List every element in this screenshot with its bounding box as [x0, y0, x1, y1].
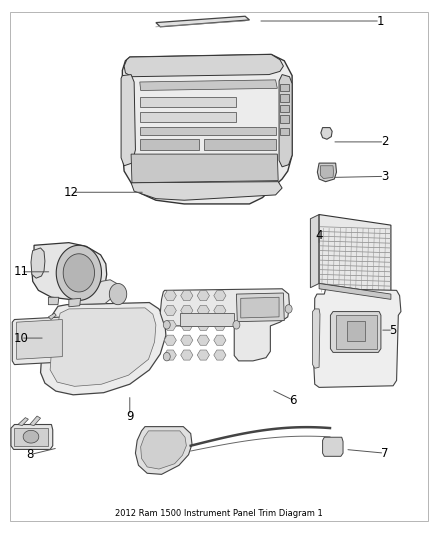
- Polygon shape: [48, 297, 59, 305]
- Polygon shape: [319, 215, 391, 294]
- Polygon shape: [319, 284, 391, 300]
- Circle shape: [163, 320, 170, 329]
- Polygon shape: [214, 305, 226, 316]
- Polygon shape: [336, 316, 377, 349]
- Text: 2: 2: [381, 135, 388, 148]
- Polygon shape: [124, 54, 283, 77]
- Polygon shape: [30, 416, 41, 425]
- Polygon shape: [63, 254, 95, 292]
- Polygon shape: [164, 305, 177, 316]
- Polygon shape: [204, 139, 276, 150]
- Circle shape: [163, 352, 170, 361]
- Polygon shape: [32, 243, 107, 300]
- Polygon shape: [110, 284, 127, 305]
- Polygon shape: [11, 424, 53, 449]
- Polygon shape: [280, 127, 289, 135]
- Text: 7: 7: [381, 447, 388, 459]
- Polygon shape: [135, 426, 192, 474]
- Circle shape: [233, 320, 240, 329]
- Polygon shape: [181, 305, 193, 316]
- Polygon shape: [156, 16, 250, 27]
- Text: 12: 12: [64, 186, 78, 199]
- Polygon shape: [280, 115, 289, 123]
- Polygon shape: [140, 139, 199, 150]
- Polygon shape: [18, 418, 28, 425]
- Polygon shape: [347, 320, 365, 341]
- Text: 6: 6: [289, 393, 297, 407]
- Polygon shape: [122, 54, 292, 204]
- Text: 2012 Ram 1500 Instrument Panel Trim Diagram 1: 2012 Ram 1500 Instrument Panel Trim Diag…: [115, 510, 323, 519]
- Polygon shape: [181, 335, 193, 345]
- Text: 9: 9: [126, 409, 134, 423]
- Polygon shape: [164, 335, 177, 345]
- Polygon shape: [141, 431, 186, 469]
- Polygon shape: [279, 75, 292, 167]
- Polygon shape: [31, 248, 45, 278]
- Polygon shape: [140, 97, 237, 108]
- Polygon shape: [56, 245, 102, 301]
- Polygon shape: [321, 166, 333, 179]
- Text: 10: 10: [14, 332, 28, 344]
- Polygon shape: [164, 350, 177, 360]
- Polygon shape: [214, 350, 226, 360]
- Polygon shape: [181, 320, 193, 330]
- Polygon shape: [131, 154, 278, 183]
- Polygon shape: [164, 320, 177, 330]
- Polygon shape: [214, 335, 226, 345]
- Polygon shape: [314, 289, 401, 387]
- Polygon shape: [280, 84, 289, 91]
- Polygon shape: [140, 112, 237, 122]
- Polygon shape: [14, 427, 48, 446]
- Circle shape: [285, 305, 292, 313]
- Text: 11: 11: [14, 265, 28, 278]
- Polygon shape: [48, 313, 56, 319]
- Polygon shape: [180, 313, 234, 326]
- Polygon shape: [318, 163, 336, 182]
- Text: 8: 8: [26, 448, 33, 461]
- Polygon shape: [164, 290, 177, 301]
- Polygon shape: [160, 289, 290, 361]
- Polygon shape: [280, 105, 289, 112]
- Polygon shape: [197, 290, 209, 301]
- Polygon shape: [241, 297, 279, 318]
- Text: 5: 5: [389, 324, 397, 337]
- Polygon shape: [50, 308, 156, 386]
- Polygon shape: [322, 437, 343, 456]
- Polygon shape: [69, 280, 118, 305]
- Polygon shape: [214, 320, 226, 330]
- Polygon shape: [321, 127, 332, 139]
- Polygon shape: [311, 215, 319, 288]
- Polygon shape: [330, 312, 381, 352]
- Polygon shape: [181, 350, 193, 360]
- Polygon shape: [197, 320, 209, 330]
- Polygon shape: [214, 290, 226, 301]
- Polygon shape: [23, 430, 39, 443]
- Polygon shape: [131, 182, 282, 200]
- Text: 3: 3: [381, 170, 388, 183]
- Polygon shape: [237, 293, 284, 321]
- Polygon shape: [17, 319, 62, 359]
- Polygon shape: [41, 303, 166, 395]
- Polygon shape: [140, 127, 276, 135]
- Polygon shape: [280, 94, 289, 102]
- Polygon shape: [197, 350, 209, 360]
- Polygon shape: [197, 305, 209, 316]
- Text: 1: 1: [376, 14, 384, 28]
- Polygon shape: [140, 80, 277, 91]
- Polygon shape: [197, 335, 209, 345]
- Polygon shape: [12, 317, 66, 365]
- Polygon shape: [313, 309, 320, 368]
- Text: 4: 4: [315, 229, 323, 242]
- Polygon shape: [121, 75, 135, 166]
- Polygon shape: [69, 298, 81, 307]
- Polygon shape: [181, 290, 193, 301]
